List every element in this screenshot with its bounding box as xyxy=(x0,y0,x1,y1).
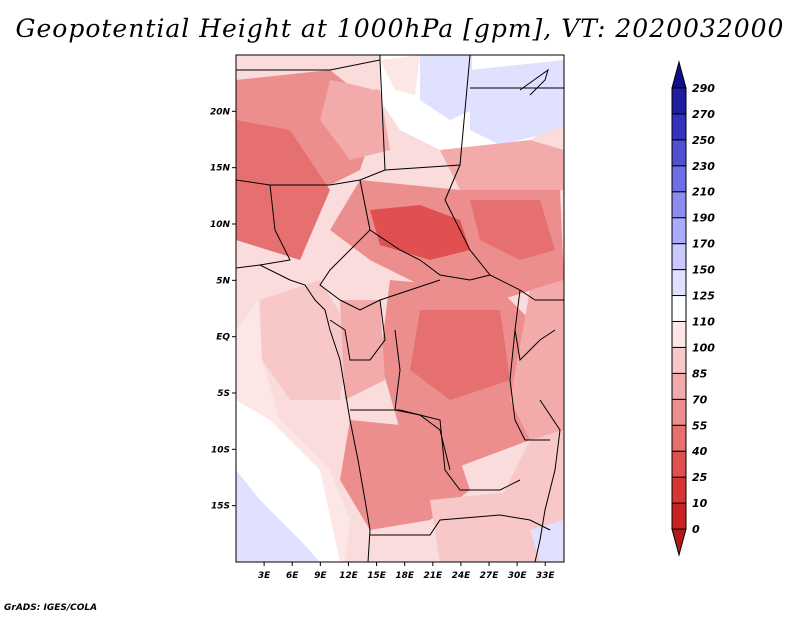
colorbar-swatch xyxy=(671,346,687,374)
latitude-axis: 20N 15N 10N 5N EQ 5S 10S 15S xyxy=(210,107,236,512)
lat-tick-label: 15S xyxy=(211,502,230,512)
colorbar-label: 170 xyxy=(692,238,715,251)
shaded-field xyxy=(236,55,564,562)
colorbar-swatch xyxy=(671,191,687,219)
colorbar-label: 10 xyxy=(692,497,708,510)
colorbar-min-arrow xyxy=(671,528,687,557)
coastlines xyxy=(236,55,564,562)
colorbar-swatch xyxy=(671,217,687,245)
lat-tick-label: 10N xyxy=(210,220,231,230)
lat-tick-label: 5S xyxy=(217,389,230,399)
colorbar-label: 70 xyxy=(692,393,708,406)
colorbar-swatch xyxy=(671,372,687,400)
colorbar-label: 0 xyxy=(692,523,700,536)
colorbar-swatch xyxy=(671,87,687,115)
colorbar-swatch xyxy=(671,113,687,141)
lat-tick-label: 20N xyxy=(210,107,231,117)
colorbar-label: 85 xyxy=(692,367,708,380)
colorbar-label: 230 xyxy=(692,160,715,173)
colorbar-swatch xyxy=(671,243,687,271)
lon-tick-label: 18E xyxy=(395,571,415,581)
colorbar-swatch xyxy=(671,320,687,348)
map-frame xyxy=(235,54,565,563)
lon-tick-label: 27E xyxy=(480,571,500,581)
colorbar-label: 100 xyxy=(692,341,715,354)
lon-tick-label: 9E xyxy=(314,571,327,581)
colorbar-label: 110 xyxy=(692,315,715,328)
colorbar-swatch xyxy=(671,398,687,426)
colorbar-label: 290 xyxy=(692,82,715,95)
colorbar-label: 25 xyxy=(692,471,708,484)
colorbar-label: 190 xyxy=(692,212,715,225)
colorbar-swatch xyxy=(671,450,687,478)
colorbar-swatch xyxy=(671,424,687,452)
lat-tick-label: 5N xyxy=(216,276,230,286)
longitude-axis: 3E 6E 9E 12E 15E 18E 21E 24E 27E 30E 33E xyxy=(258,562,556,581)
lon-tick-label: 33E xyxy=(536,571,556,581)
colorbar-label: 210 xyxy=(692,186,715,199)
colorbar-max-arrow xyxy=(671,60,687,89)
lat-tick-label: 10S xyxy=(211,445,230,455)
colorbar-swatch xyxy=(671,269,687,297)
colorbar-swatch xyxy=(671,139,687,167)
lon-tick-label: 12E xyxy=(339,571,359,581)
colorbar-swatch xyxy=(671,165,687,193)
colorbar-label: 125 xyxy=(692,290,715,303)
lon-tick-label: 30E xyxy=(508,571,528,581)
lat-tick-label: 15N xyxy=(210,164,231,174)
map-title: Geopotential Height at 1000hPa [gpm], VT… xyxy=(15,14,785,43)
colorbar-label: 150 xyxy=(692,264,715,277)
colorbar-label: 40 xyxy=(691,445,708,458)
colorbar: 0 10 25 40 55 70 85 100 110 125 150 170 190 210 230 250… xyxy=(671,60,715,557)
lon-tick-label: 15E xyxy=(367,571,387,581)
colorbar-label: 250 xyxy=(692,134,715,147)
colorbar-swatch xyxy=(671,476,687,504)
colorbar-swatch xyxy=(671,295,687,322)
colorbar-swatch xyxy=(671,502,687,530)
credit-text: GrADS: IGES/COLA xyxy=(4,603,98,613)
colorbar-label: 55 xyxy=(692,419,708,432)
lon-tick-label: 3E xyxy=(258,571,271,581)
lon-tick-label: 21E xyxy=(423,571,443,581)
lon-tick-label: 24E xyxy=(452,571,472,581)
colorbar-label: 270 xyxy=(692,108,715,121)
lat-tick-label: EQ xyxy=(216,333,230,343)
lon-tick-label: 6E xyxy=(286,571,299,581)
